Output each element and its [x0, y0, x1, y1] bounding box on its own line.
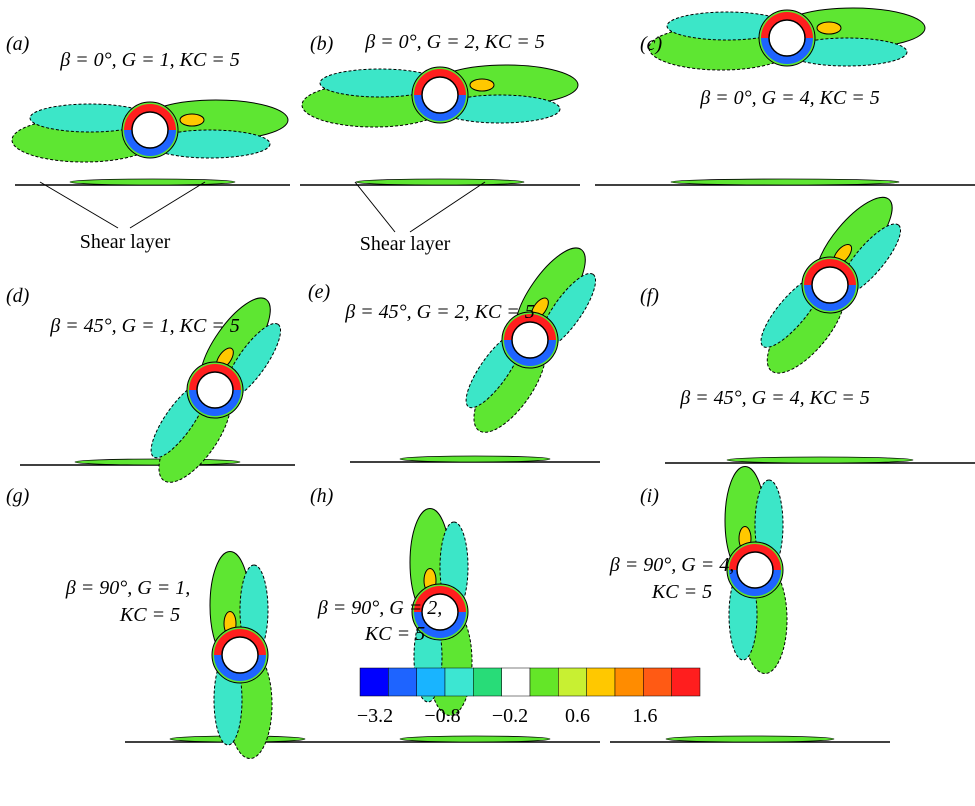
cylinder — [737, 552, 773, 588]
colorbar-cell — [502, 668, 530, 696]
wall-layer — [70, 179, 235, 185]
pointer — [40, 182, 118, 228]
panel-caption: KC = 5 — [364, 623, 425, 645]
panel-caption: β = 0°, G = 4, KC = 5 — [699, 87, 880, 109]
wall-layer — [400, 456, 550, 462]
wall-layer — [727, 457, 913, 463]
cylinder — [422, 77, 458, 113]
annotation: Shear layer — [360, 233, 451, 255]
panel-caption: β = 45°, G = 1, KC = 5 — [49, 315, 240, 337]
cylinder — [512, 322, 548, 358]
colorbar-cell — [473, 668, 501, 696]
panel-caption: β = 0°, G = 1, KC = 5 — [59, 49, 240, 71]
pointer — [130, 182, 205, 228]
panel-label: (g) — [6, 485, 30, 507]
panel-caption: β = 90°, G = 2, — [317, 597, 442, 619]
colorbar-cell — [530, 668, 558, 696]
panel-caption: KC = 5 — [119, 604, 180, 626]
figure: Shear layer Shear layer (a) β = 0°, G = 1… — [0, 0, 975, 806]
panel-label: (c) — [640, 33, 663, 55]
panel-label: (e) — [308, 281, 331, 303]
pointer — [410, 182, 485, 232]
panel-caption: KC = 5 — [651, 581, 712, 603]
wall-layer — [671, 179, 899, 185]
colorbar-label: −0.8 — [424, 705, 460, 727]
colorbar-label: 1.6 — [633, 705, 658, 727]
colorbar-cell — [672, 668, 700, 696]
panel-label: (b) — [310, 33, 334, 55]
panel-caption: β = 90°, G = 1, — [65, 577, 190, 599]
vortex — [180, 114, 204, 126]
panel — [350, 238, 616, 462]
panel — [665, 186, 975, 463]
panel-caption: β = 45°, G = 4, KC = 5 — [679, 387, 870, 409]
vortex — [470, 79, 494, 91]
panel — [300, 65, 580, 185]
cylinder — [812, 267, 848, 303]
colorbar-label: −3.2 — [357, 705, 393, 727]
pointer — [355, 182, 395, 232]
panel-caption: β = 0°, G = 2, KC = 5 — [364, 31, 545, 53]
panel-caption: β = 45°, G = 2, KC = 5 — [344, 301, 535, 323]
wall-layer — [666, 736, 834, 742]
wall-layer — [356, 179, 524, 185]
cylinder — [132, 112, 168, 148]
annotation: Shear layer — [80, 231, 171, 253]
contours — [12, 8, 975, 759]
panel-caption: β = 90°, G = 4, — [609, 554, 734, 576]
panel-label: (a) — [6, 33, 30, 55]
colorbar-label: −0.2 — [492, 705, 528, 727]
panel-label: (h) — [310, 485, 334, 507]
cylinder — [769, 20, 805, 56]
colorbar-cell — [587, 668, 615, 696]
cylinder — [222, 637, 258, 673]
colorbar-cell — [445, 668, 473, 696]
panel-label: (d) — [6, 285, 30, 307]
colorbar-cell — [417, 668, 445, 696]
colorbar-cell — [643, 668, 671, 696]
panel — [12, 100, 290, 185]
panel-label: (f) — [640, 285, 659, 307]
colorbar-cell — [360, 668, 388, 696]
vortex — [817, 22, 841, 34]
panel — [610, 467, 890, 743]
colorbar-cell — [558, 668, 586, 696]
cylinder — [197, 372, 233, 408]
panel-label: (i) — [640, 485, 659, 507]
colorbar-cell — [388, 668, 416, 696]
colorbar-label: 0.6 — [565, 705, 590, 727]
wall-layer — [400, 736, 550, 742]
wall-layer — [75, 459, 240, 465]
colorbar-cell — [615, 668, 643, 696]
